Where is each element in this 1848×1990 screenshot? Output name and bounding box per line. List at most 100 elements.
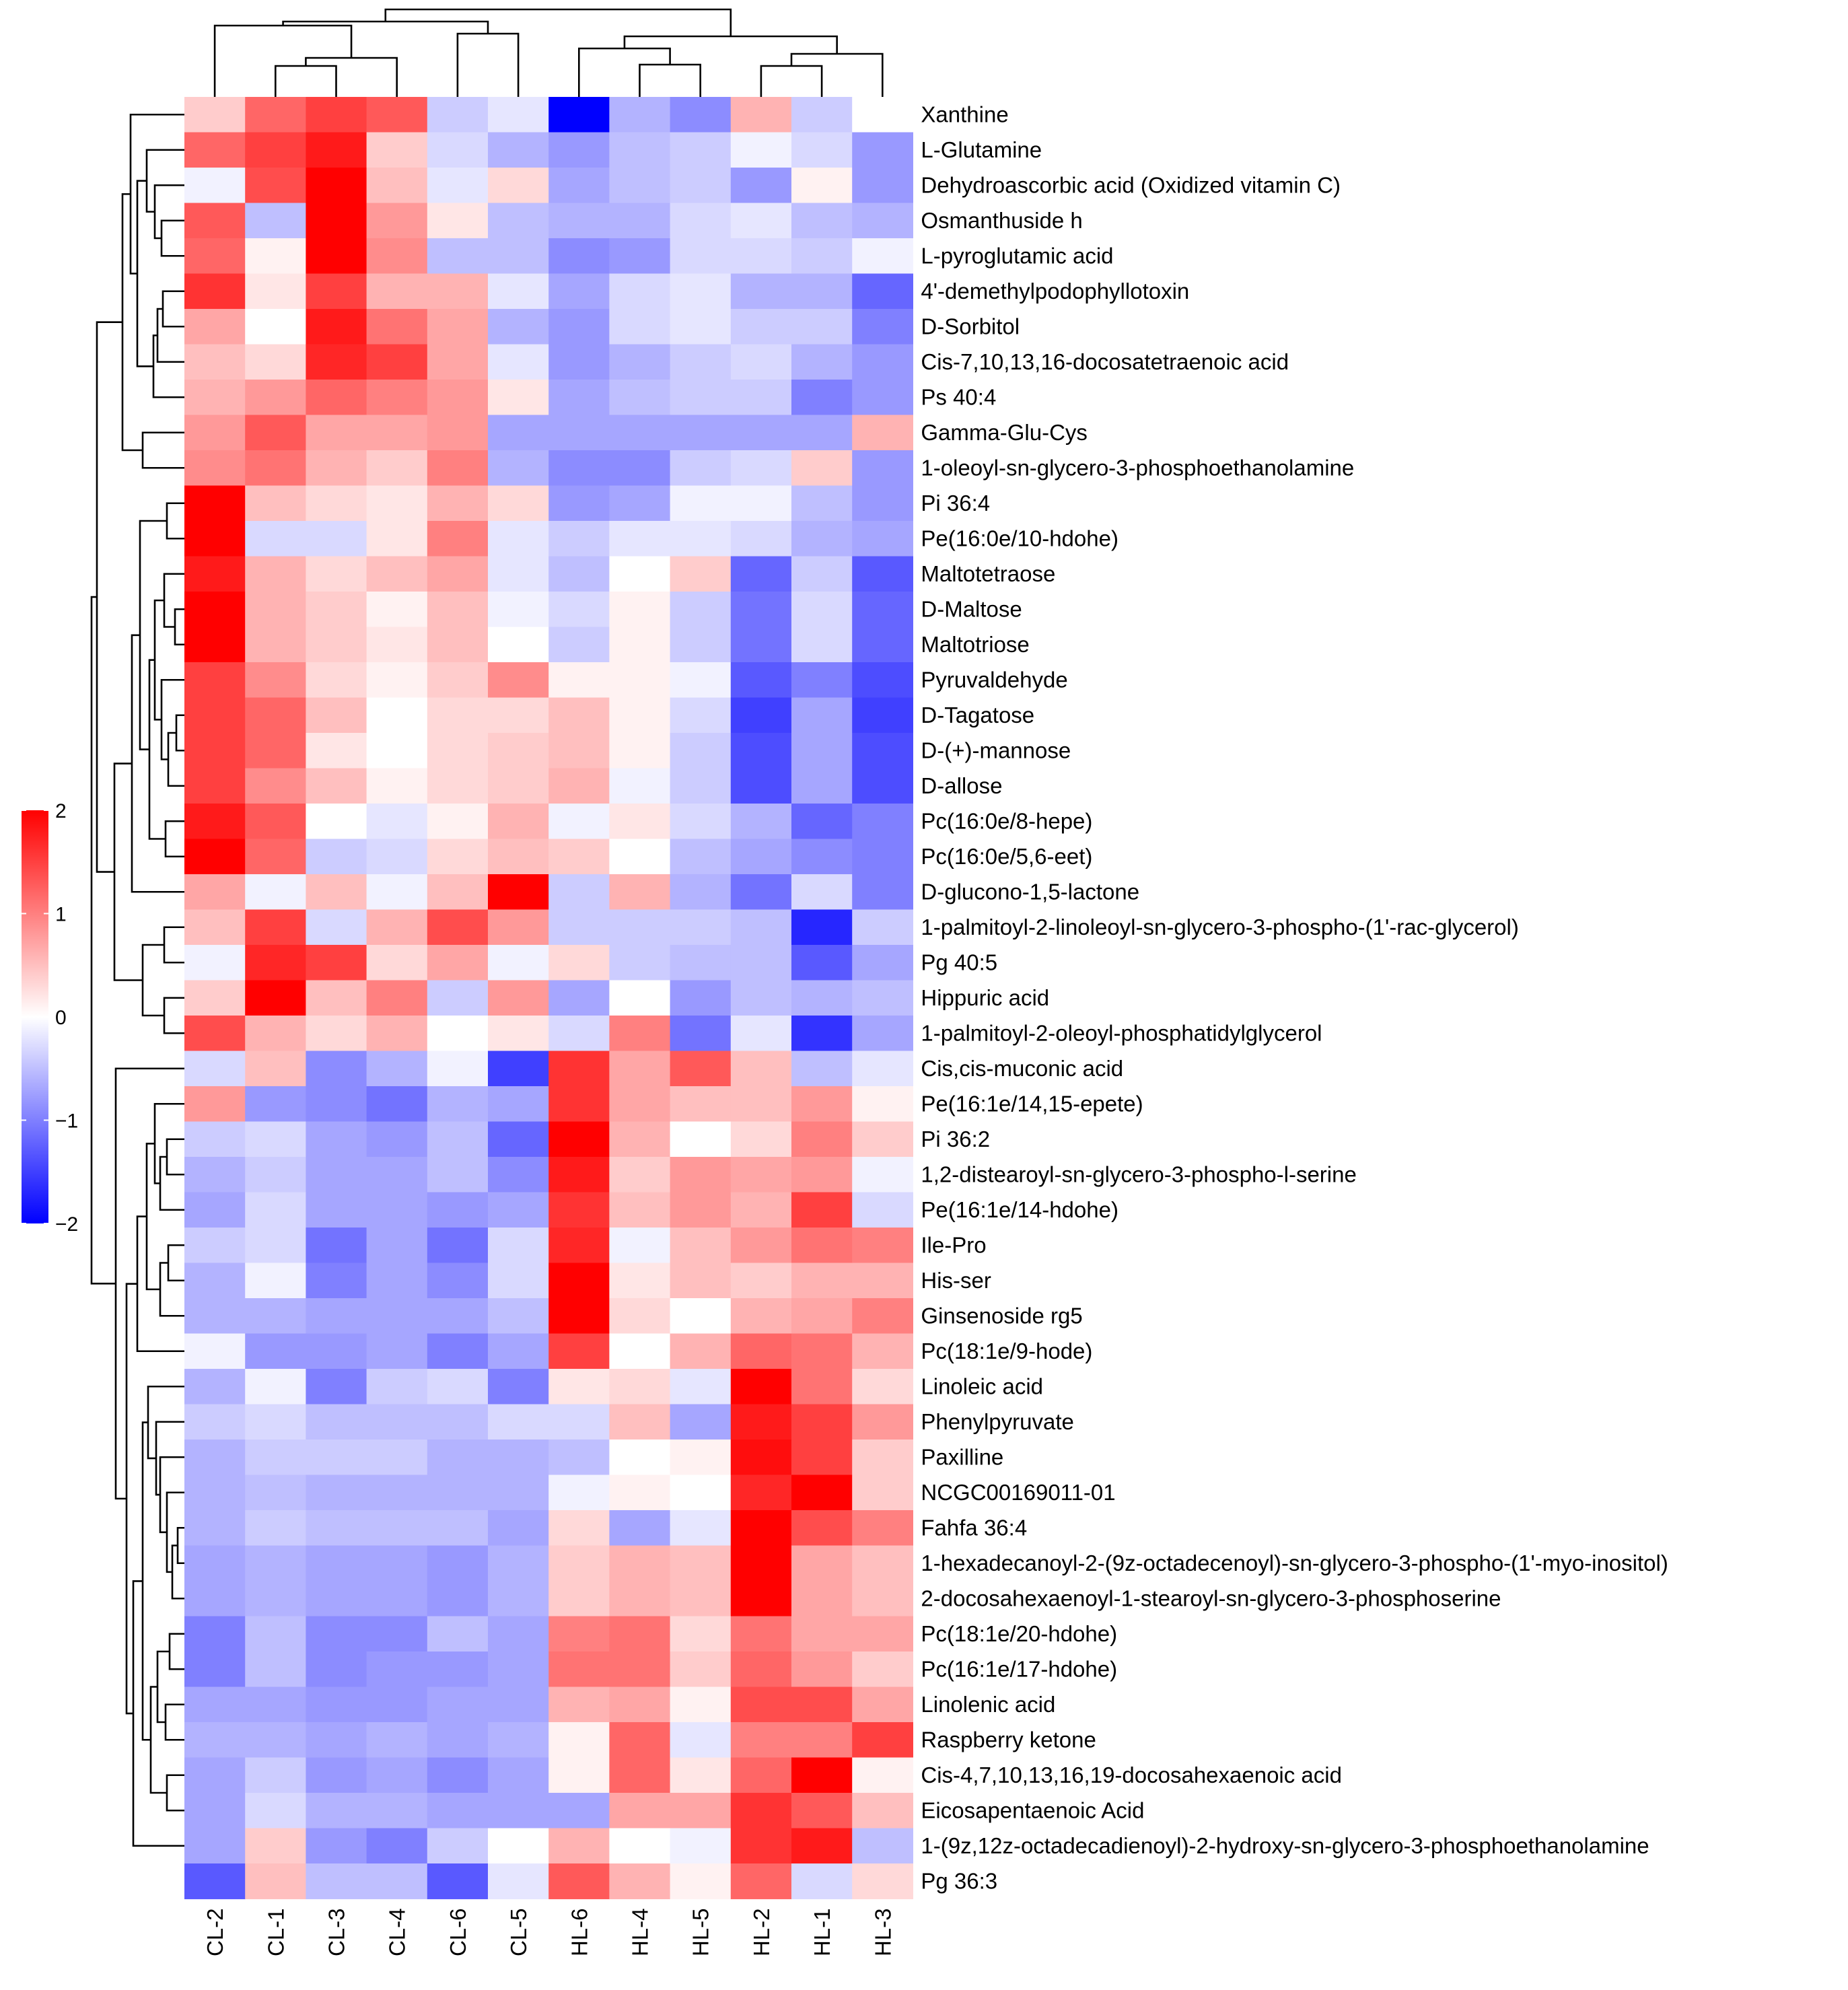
heatmap-cell [488, 1121, 549, 1158]
heatmap-cell [852, 1121, 913, 1158]
heatmap-cell [245, 203, 306, 239]
heatmap-cell [366, 1121, 428, 1158]
dendrogram-branch [213, 24, 353, 97]
heatmap-cell [306, 485, 367, 522]
heatmap-cell [488, 168, 549, 204]
heatmap-cell [427, 839, 489, 875]
dendrogram-branch [141, 431, 184, 469]
heatmap-cell [548, 1228, 610, 1264]
heatmap-cell [791, 1333, 853, 1370]
heatmap-cell [488, 238, 549, 275]
heatmap-cell [852, 1263, 913, 1299]
heatmap-cell [609, 132, 671, 168]
heatmap-cell [791, 132, 853, 168]
heatmap-cell [852, 450, 913, 487]
heatmap-cell [184, 697, 246, 734]
heatmap-cell [427, 380, 489, 416]
heatmap-cell [306, 309, 367, 345]
heatmap-cell [306, 1404, 367, 1440]
heatmap-cell [427, 132, 489, 168]
heatmap-cell [548, 132, 610, 168]
heatmap-cell [609, 1298, 671, 1335]
row-label: 1-hexadecanoyl-2-(9z-octadecenoyl)-sn-gl… [921, 1551, 1668, 1575]
heatmap-cell [427, 1369, 489, 1405]
heatmap-cell [791, 1474, 853, 1511]
heatmap-cell [791, 1510, 853, 1547]
heatmap-cell [609, 627, 671, 663]
heatmap-cell [245, 238, 306, 275]
heatmap-cell [488, 662, 549, 699]
heatmap-cell [548, 768, 610, 804]
color-legend: 2 1 0 −1 −2 [22, 800, 78, 1236]
column-label: CL-2 [203, 1909, 227, 1957]
heatmap-cell [670, 1651, 732, 1688]
heatmap-cell [548, 97, 610, 133]
heatmap-cell [366, 415, 428, 451]
heatmap-cell [488, 1369, 549, 1405]
dendrogram-branch [121, 193, 143, 452]
heatmap-cell [245, 450, 306, 487]
heatmap-cell [852, 1793, 913, 1829]
heatmap-cell [730, 1581, 792, 1617]
heatmap-cell [609, 1333, 671, 1370]
row-label: D-Maltose [921, 596, 1022, 621]
heatmap-cell [852, 1051, 913, 1087]
heatmap-cell [609, 1757, 671, 1793]
dendrogram-branch [153, 184, 184, 240]
heatmap-cell [609, 1581, 671, 1617]
heatmap-cell [306, 1369, 367, 1405]
heatmap-cell [245, 804, 306, 840]
dendrogram-branch [153, 1102, 184, 1184]
heatmap-cell [366, 1828, 428, 1864]
dendrogram-branch [160, 678, 184, 760]
heatmap-cell [427, 450, 489, 487]
row-label: Pi 36:2 [921, 1127, 990, 1151]
heatmap-cell [791, 1086, 853, 1123]
row-label: Paxilline [921, 1444, 1003, 1469]
heatmap-cell [548, 521, 610, 557]
heatmap-cell [245, 1369, 306, 1405]
heatmap-cell [548, 1192, 610, 1228]
heatmap-cell [791, 1757, 853, 1793]
heatmap-cell [306, 733, 367, 769]
heatmap-cell [427, 1863, 489, 1900]
dendrogram-branch [167, 1244, 184, 1282]
heatmap-cell [427, 168, 489, 204]
heatmap-cell [609, 1192, 671, 1228]
dendrogram-branch [166, 1491, 184, 1573]
heatmap-cell [791, 1298, 853, 1335]
heatmap-cell [670, 662, 732, 699]
heatmap-cell [548, 839, 610, 875]
row-label: Cis,cis-muconic acid [921, 1056, 1123, 1081]
heatmap-cell [730, 768, 792, 804]
heatmap-cell [184, 592, 246, 628]
heatmap-cell [609, 203, 671, 239]
row-dendrogram [90, 113, 184, 1847]
row-label: 1-palmitoyl-2-linoleoyl-sn-glycero-3-pho… [921, 915, 1518, 939]
heatmap-cell [245, 1686, 306, 1723]
heatmap-cell [730, 556, 792, 592]
colorbar-tick-label: 1 [55, 904, 67, 926]
heatmap-cell [488, 380, 549, 416]
row-label: L-Glutamine [921, 137, 1042, 162]
heatmap-cell [427, 662, 489, 699]
heatmap-cell [548, 909, 610, 946]
heatmap-cell [184, 1510, 246, 1547]
heatmap-cell [670, 1510, 732, 1547]
heatmap-cell [306, 980, 367, 1016]
row-label: D-Tagatose [921, 703, 1034, 727]
heatmap-cell [245, 415, 306, 451]
heatmap-cell [245, 1828, 306, 1864]
heatmap-cell [548, 804, 610, 840]
heatmap-cell [427, 238, 489, 275]
heatmap-cell [670, 485, 732, 522]
heatmap-cell [730, 450, 792, 487]
heatmap-cell [670, 309, 732, 345]
heatmap-cell [366, 1016, 428, 1052]
dendrogram-branch [129, 113, 184, 275]
heatmap-cell [852, 733, 913, 769]
column-label: CL-1 [263, 1909, 288, 1957]
heatmap-cell [184, 450, 246, 487]
heatmap-cell [852, 1474, 913, 1511]
heatmap-cell [548, 627, 610, 663]
